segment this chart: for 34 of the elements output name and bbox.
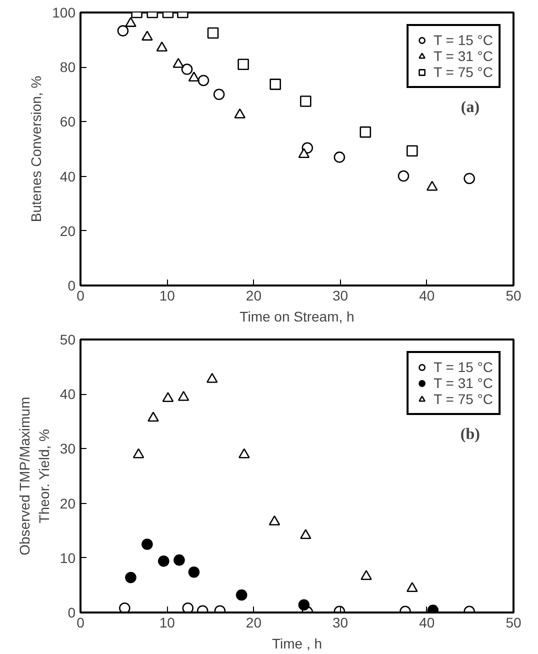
x-tick-label: 50 <box>506 288 522 304</box>
y-tick-label: 30 <box>60 440 76 457</box>
y-tick-label: 0 <box>68 278 76 294</box>
legend-label: T = 31 °C <box>434 48 493 64</box>
x-axis-title: Time , h <box>272 636 322 652</box>
x-tick-label: 40 <box>419 288 435 304</box>
legend-label: T = 75 °C <box>434 64 493 80</box>
y-tick-label: 40 <box>60 386 76 402</box>
y-tick-label: 40 <box>60 168 76 184</box>
y-axis-title: Butenes Conversion, % <box>28 76 44 222</box>
y-tick-label: 80 <box>60 59 76 76</box>
x-tick-label: 30 <box>332 288 348 304</box>
y-tick-label: 20 <box>60 495 76 512</box>
x-tick-label: 50 <box>506 614 522 630</box>
annotation: (a) <box>460 99 480 116</box>
x-axis-title: Time on Stream, h <box>240 308 354 324</box>
y-axis-title: Observed TMP/Maximum Theor. Yield, % <box>16 396 52 556</box>
y-tick-label: 10 <box>60 550 76 566</box>
annotation: (b) <box>460 426 480 444</box>
legend-label: T = 75 °C <box>434 391 493 407</box>
y-tick-label: 0 <box>68 604 76 620</box>
y-tick-label: 60 <box>60 114 76 130</box>
x-tick-label: 10 <box>159 288 176 304</box>
x-tick-label: 20 <box>246 288 262 304</box>
y-tick-label: 20 <box>60 222 76 239</box>
x-tick-label: 40 <box>419 614 435 630</box>
y-tick-label: 50 <box>60 332 76 348</box>
y-tick-label: 100 <box>52 4 76 20</box>
x-tick-label: 20 <box>246 614 262 630</box>
x-tick-label: 10 <box>159 614 176 630</box>
legend-label: T = 15 °C <box>434 32 493 48</box>
legend-label: T = 15 °C <box>434 359 493 375</box>
x-tick-label: 30 <box>332 614 348 630</box>
legend-label: T = 31 °C <box>434 375 493 391</box>
